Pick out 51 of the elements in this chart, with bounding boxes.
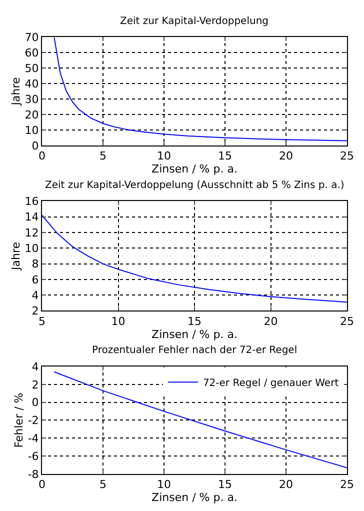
x-tick-label: 10 (111, 314, 126, 328)
y-tick-label: 10 (24, 124, 39, 137)
line-series (54, 36, 347, 142)
x-tick-label: 5 (100, 478, 106, 492)
x-tick-label: 20 (279, 150, 293, 163)
x-tick-label: 20 (264, 314, 278, 328)
legend-label: 72-er Regel / genauer Wert (202, 378, 339, 389)
chart-title: Zeit zur Kapital-Verdoppelung (120, 16, 269, 27)
x-tick-label: 15 (188, 314, 202, 328)
y-tick-label: 4 (32, 360, 39, 374)
y-tick-label: -4 (28, 432, 39, 446)
y-tick-label: -8 (28, 468, 39, 481)
x-tick-label: 5 (38, 314, 46, 328)
y-tick-label: 6 (32, 273, 39, 286)
y-tick-label: 60 (24, 46, 39, 60)
x-axis-title: Zinsen / % p. a. (152, 328, 238, 341)
x-tick-label: 10 (157, 150, 171, 163)
line-series (54, 371, 347, 468)
x-tick-label: 25 (340, 150, 354, 163)
x-tick-label: 25 (340, 478, 354, 492)
x-tick-label: 25 (340, 314, 354, 328)
y-tick-label: 8 (32, 258, 39, 271)
chart-title: Prozentualer Fehler nach der 72-er Regel (92, 345, 298, 356)
x-tick-label: 20 (279, 478, 293, 492)
y-axis-title: Jahre (9, 77, 22, 106)
y-axis-title: Jahre (9, 242, 22, 271)
y-tick-label: 0 (32, 139, 39, 152)
x-tick-label: 5 (100, 150, 106, 163)
x-axis-title: Zinsen / % p. a. (152, 491, 238, 504)
y-tick-label: 2 (32, 304, 39, 318)
y-tick-label: 16 (24, 195, 39, 208)
x-tick-label: 15 (218, 150, 232, 163)
chart-title: Zeit zur Kapital-Verdoppelung (Ausschnitt ab 5 % Zins p. a.) (45, 180, 344, 191)
y-tick-label: -6 (28, 450, 39, 463)
y-tick-label: 10 (24, 242, 39, 256)
y-axis-title: Fehler / % (12, 392, 26, 448)
y-tick-label: 4 (32, 288, 39, 302)
y-tick-label: 70 (24, 30, 39, 44)
x-axis-title: Zinsen / % p. a. (152, 162, 238, 176)
y-tick-label: 20 (24, 108, 39, 122)
y-tick-label: 0 (32, 396, 39, 410)
y-tick-label: 30 (24, 92, 39, 106)
y-tick-label: 50 (24, 62, 39, 75)
y-tick-label: 2 (32, 378, 39, 392)
y-tick-label: 14 (24, 210, 39, 224)
y-tick-label: 12 (24, 226, 39, 240)
x-tick-label: 10 (157, 478, 171, 492)
y-tick-label: 40 (24, 77, 39, 90)
y-tick-label: -2 (28, 414, 39, 428)
line-series (42, 214, 347, 303)
x-tick-label: 15 (218, 478, 232, 492)
